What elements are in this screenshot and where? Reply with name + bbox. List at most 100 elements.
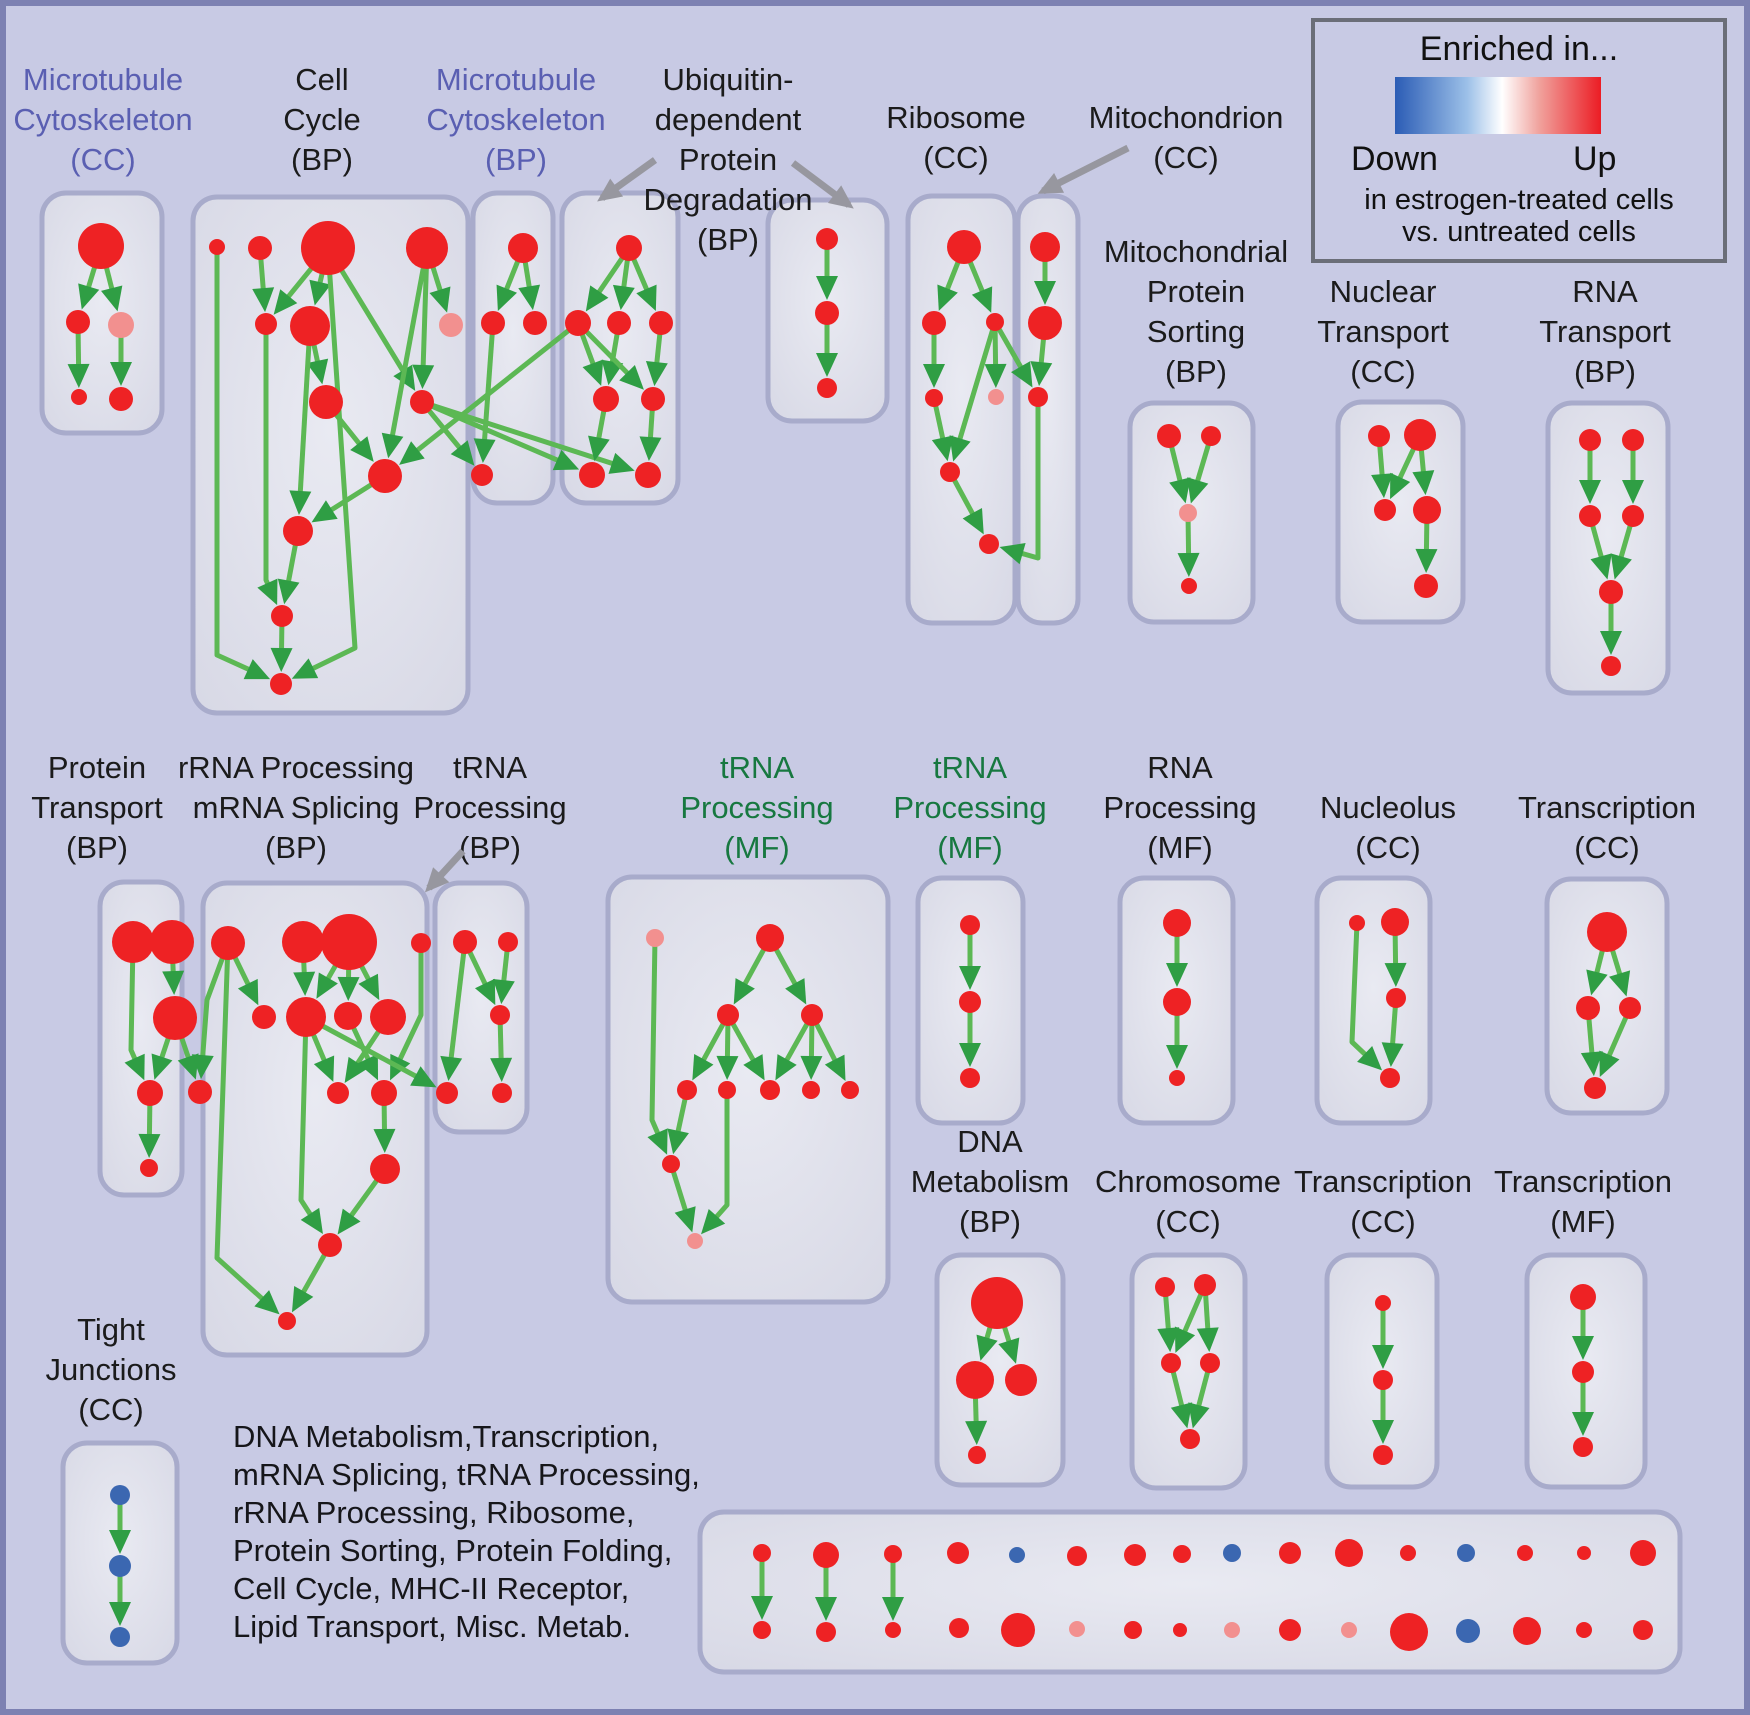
go-term-node-r4	[925, 389, 943, 407]
go-term-node-g7	[286, 997, 326, 1037]
go-term-node-j2	[109, 1555, 131, 1577]
enrichment-edge	[214, 247, 271, 680]
go-term-node-h4	[1200, 1353, 1220, 1373]
pointer-arrows	[424, 144, 1130, 893]
go-term-node-t3	[153, 996, 197, 1040]
go-term-node-q2	[1622, 429, 1644, 451]
go-term-node-v2	[815, 301, 839, 325]
go-term-node-c4	[406, 227, 448, 269]
go-term-node-q6	[1601, 656, 1621, 676]
go-term-node-w3	[1169, 1070, 1185, 1086]
enrichment-edge	[668, 1163, 696, 1233]
enrichment-edge	[191, 942, 231, 1080]
go-term-node-x2	[1576, 996, 1600, 1020]
go-term-node-p3	[1179, 504, 1197, 522]
nodes	[66, 221, 1656, 1651]
label-pointer-arrow	[597, 157, 658, 202]
go-term-node-u7	[579, 462, 605, 488]
enrichment-edge	[692, 1013, 731, 1081]
go-term-node-x3	[1619, 997, 1641, 1019]
go-term-node-x1	[1587, 912, 1627, 952]
go-term-node-sb12	[1390, 1613, 1428, 1651]
go-term-node-t4	[137, 1080, 163, 1106]
go-term-node-g12	[370, 1154, 400, 1184]
go-term-node-sb1	[753, 1621, 771, 1639]
go-term-node-e1	[1349, 915, 1365, 931]
go-term-node-q3	[1579, 505, 1601, 527]
go-term-node-w1	[1163, 909, 1191, 937]
go-term-node-g3	[321, 914, 377, 970]
cluster-label-ribosome-cc: Ribosome (CC)	[886, 100, 1026, 175]
footnote-line: DNA Metabolism,Transcription,	[233, 1419, 660, 1454]
enrichment-edge	[1187, 435, 1214, 504]
cluster-label-nucleolus-cc: Nucleolus (CC)	[1320, 790, 1456, 865]
go-term-node-g4	[411, 933, 431, 953]
enrichment-edge	[725, 1013, 765, 1081]
go-term-node-st15	[1577, 1546, 1591, 1560]
go-term-node-r3	[986, 313, 1004, 331]
go-term-node-f9	[841, 1081, 859, 1099]
cluster-label-mito-protein-sorting: Mitochondrial Protein Sorting (BP)	[1104, 234, 1288, 389]
enrichment-edge	[124, 941, 145, 1081]
enrichment-edge	[399, 321, 580, 465]
go-term-node-st1	[753, 1544, 771, 1562]
enrichment-edge	[1188, 1362, 1213, 1429]
go-term-node-p1	[1157, 424, 1181, 448]
go-term-node-d1	[971, 1277, 1023, 1329]
go-term-node-k2	[1572, 1361, 1594, 1383]
go-term-node-t5	[140, 1159, 158, 1177]
cluster-label-nuclear-transport: Nuclear Transport (CC)	[1317, 274, 1449, 389]
go-term-node-f11	[687, 1233, 703, 1249]
go-term-node-y2	[1373, 1370, 1393, 1390]
go-term-node-sb14	[1513, 1617, 1541, 1645]
label-pointer-arrow	[1037, 144, 1130, 195]
go-term-node-c8	[309, 385, 343, 419]
enrichment-edge	[647, 937, 668, 1155]
go-term-node-w2	[1163, 988, 1191, 1016]
go-term-node-s2	[959, 991, 981, 1013]
enrichment-edge	[473, 322, 496, 463]
go-term-node-g9	[370, 999, 406, 1035]
cluster-label-trna-mf-small: tRNA Processing (MF)	[893, 750, 1046, 865]
go-term-node-sb3	[885, 1622, 901, 1638]
enrichment-edge	[809, 1013, 846, 1082]
enrichment-edge	[1177, 512, 1200, 577]
footnote-line: Protein Sorting, Protein Folding,	[233, 1533, 673, 1568]
go-term-node-sb8	[1173, 1623, 1187, 1637]
enrichment-edge	[931, 397, 954, 462]
go-term-node-g10	[327, 1082, 349, 1104]
go-term-node-f6	[718, 1081, 736, 1099]
go-term-node-h1	[1155, 1277, 1175, 1297]
legend-subtitle-2: vs. untreated cells	[1402, 216, 1636, 248]
go-term-node-n3	[1374, 499, 1396, 521]
go-term-node-c5	[255, 313, 277, 335]
cluster-label-cell-cycle: Cell Cycle (BP)	[283, 62, 361, 177]
go-term-node-e4	[1380, 1068, 1400, 1088]
go-term-node-s3	[960, 1068, 980, 1088]
go-term-node-st10	[1279, 1542, 1301, 1564]
go-term-node-y1	[1375, 1295, 1391, 1311]
enrichment-edge	[381, 247, 430, 459]
go-term-node-b2	[481, 311, 505, 335]
go-term-node-sb5	[1001, 1613, 1035, 1647]
go-term-node-g11	[371, 1080, 397, 1106]
footnote-line: Cell Cycle, MHC-II Receptor,	[233, 1571, 630, 1606]
go-term-node-c2	[248, 236, 272, 260]
go-term-node-k1	[1570, 1284, 1596, 1310]
cluster-label-transcription-cc-mid: Transcription (CC)	[1518, 790, 1696, 865]
go-term-node-st11	[1335, 1539, 1363, 1567]
go-term-node-r6	[940, 462, 960, 482]
go-term-node-u5	[593, 386, 619, 412]
go-term-node-b3	[523, 311, 547, 335]
go-term-node-u1	[616, 235, 642, 261]
enrichment-edge	[291, 247, 358, 679]
enrichment-edge	[576, 321, 644, 390]
go-term-node-u3	[607, 311, 631, 335]
go-term-node-sb11	[1341, 1622, 1357, 1638]
cluster-label-tight-junctions: Tight Junctions (CC)	[46, 1312, 177, 1427]
enrichment-edge	[490, 1014, 513, 1082]
legend-title: Enriched in...	[1419, 30, 1619, 68]
go-term-node-st14	[1517, 1545, 1533, 1561]
cluster-box-trna-mf-large	[605, 874, 891, 1305]
